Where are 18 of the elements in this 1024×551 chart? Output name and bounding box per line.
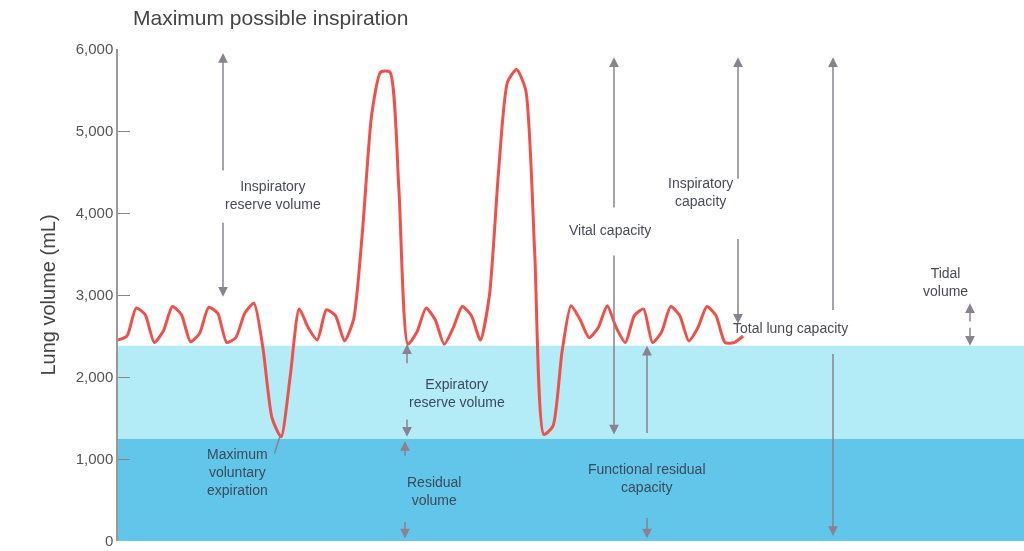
y-tick-label: 0 <box>104 532 114 550</box>
y-tick-label: 5,000 <box>75 122 114 140</box>
annotation: Expiratory reserve volume <box>409 376 505 411</box>
y-axis-title: Lung volume (mL) <box>36 214 59 376</box>
annotation: Maximum voluntary expiration <box>207 446 268 499</box>
y-tick-label: 4,000 <box>75 204 114 222</box>
y-tick-label: 2,000 <box>75 368 114 386</box>
chart-title: Maximum possible inspiration <box>133 5 409 29</box>
annotation: Inspiratory reserve volume <box>225 178 321 213</box>
y-tick-label: 1,000 <box>75 450 114 468</box>
annotation: Functional residual capacity <box>588 461 706 496</box>
annotation: Residual volume <box>407 474 462 509</box>
annotation: Vital capacity <box>569 222 652 238</box>
y-tick-label: 6,000 <box>75 40 114 58</box>
annotation: Total lung capacity <box>733 320 849 336</box>
annotation: Inspiratory capacity <box>668 175 734 210</box>
y-tick-label: 3,000 <box>75 286 114 304</box>
annotation: Tidal volume <box>923 265 969 300</box>
